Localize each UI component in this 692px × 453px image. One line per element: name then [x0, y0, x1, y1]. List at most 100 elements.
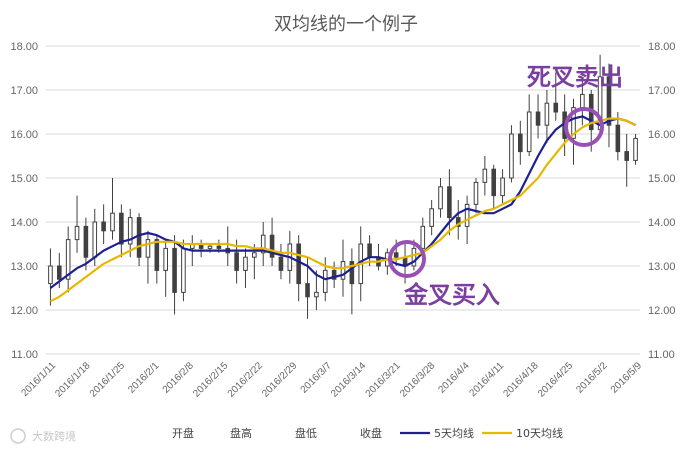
series-line [49, 115, 637, 289]
candle-body [393, 252, 399, 258]
candlestick [110, 178, 115, 240]
candlestick [518, 120, 523, 165]
candlestick [172, 235, 177, 315]
candlestick [65, 226, 71, 293]
candle-body [340, 261, 346, 280]
y-tick-label: 14.00 [10, 217, 38, 229]
y-axis-left: 11.00 12.00 13.00 14.00 15.00 16.00 17.00 18.00 [10, 41, 38, 361]
candle-body [500, 177, 505, 197]
legend-label: 10天均线 [516, 426, 563, 440]
candle-body [509, 133, 514, 179]
y-tick-label-right: 13.00 [648, 261, 676, 273]
candlestick [544, 90, 550, 143]
x-tick-label: 2016/3/21 [364, 360, 404, 400]
death-cross-circle [564, 107, 604, 147]
candlestick [225, 226, 231, 266]
candle-body [447, 186, 452, 219]
x-tick-label: 2016/1/25 [88, 360, 128, 400]
series-line [49, 117, 637, 303]
legend-entry: 收盘 [360, 426, 382, 440]
y-tick-label-right: 12.00 [648, 305, 676, 317]
candlestick [198, 239, 204, 258]
candlestick [331, 261, 337, 288]
candle-body [252, 252, 257, 258]
candle-body [65, 239, 71, 280]
x-tick-label: 2016/2/1 [126, 360, 162, 396]
x-tick-label: 2016/2/8 [161, 360, 197, 396]
candle-body [110, 212, 115, 232]
y-tick-label-right: 11.00 [648, 349, 675, 361]
candlestick [553, 72, 559, 121]
candlestick [624, 134, 630, 187]
gridlines [46, 45, 640, 355]
candle-body [526, 111, 532, 153]
candlestick [429, 200, 434, 236]
y-tick-label: 11.00 [11, 349, 38, 361]
candlestick [260, 222, 266, 266]
y-tick-label-right: 15.00 [648, 173, 676, 185]
legend-label: 盘低 [295, 426, 317, 440]
candle-body [331, 269, 337, 280]
candlestick [278, 244, 284, 280]
candle-body [464, 203, 470, 227]
candle-body [367, 243, 372, 258]
candle-body [624, 151, 630, 161]
candlestick [269, 217, 275, 266]
candlestick [136, 213, 142, 266]
candle-body [322, 269, 328, 293]
candle-body [482, 168, 488, 183]
y-tick-label-right: 17.00 [648, 85, 676, 97]
candlestick [447, 169, 452, 236]
legend-label: 开盘 [172, 426, 194, 440]
legend: 开盘 盘高 盘低 收盘 5天均线 10天均线 [172, 426, 563, 440]
candle-body [56, 265, 62, 280]
candlestick [349, 248, 355, 315]
candlestick [491, 164, 497, 209]
candle-body [216, 245, 222, 249]
candlestick [163, 239, 168, 297]
candle-body [83, 225, 89, 258]
y-tick-label-right: 14.00 [648, 217, 676, 229]
candlestick [83, 217, 89, 271]
candle-body [127, 217, 133, 245]
legend-entry: 开盘 [172, 426, 194, 440]
moving-average-lines [49, 115, 637, 303]
candle-body [48, 265, 53, 285]
y-tick-label-right: 18.00 [648, 41, 676, 53]
y-axis-right: 11.00 12.00 13.00 14.00 15.00 16.00 17.00 18.00 [648, 41, 676, 361]
golden-cross-label: 金叉买入 [403, 281, 500, 309]
candle-body [438, 186, 443, 210]
candlestick [571, 98, 576, 165]
candle-body [145, 239, 151, 258]
chart-title: 双均线的一个例子 [274, 14, 418, 35]
candlestick [500, 169, 505, 205]
candlestick [482, 156, 488, 196]
candle-body [544, 102, 550, 126]
y-tick-label: 13.00 [10, 261, 38, 273]
legend-entry: 5天均线 [400, 426, 474, 440]
candle-body [606, 76, 612, 126]
candle-body [455, 217, 461, 227]
candle-body [411, 247, 417, 267]
y-tick-label: 16.00 [10, 129, 38, 141]
candlestick [154, 235, 160, 284]
candlestick [438, 178, 443, 218]
candle-body [518, 133, 523, 153]
x-tick-label: 2016/5/2 [574, 360, 610, 396]
candlestick [48, 248, 53, 306]
candle-body [74, 225, 80, 241]
candle-body [491, 168, 497, 197]
candlestick-series [48, 54, 638, 319]
candle-body [154, 239, 160, 271]
candle-body [615, 124, 621, 153]
x-tick-label: 2016/3/7 [299, 360, 335, 396]
x-tick-label: 2016/5/9 [609, 360, 645, 396]
candlestick [243, 248, 248, 288]
candle-body [269, 234, 275, 258]
x-tick-label: 2016/2/29 [260, 360, 300, 400]
legend-entry: 盘高 [230, 426, 252, 440]
candlestick [526, 94, 532, 156]
y-tick-label: 17.00 [10, 85, 38, 97]
